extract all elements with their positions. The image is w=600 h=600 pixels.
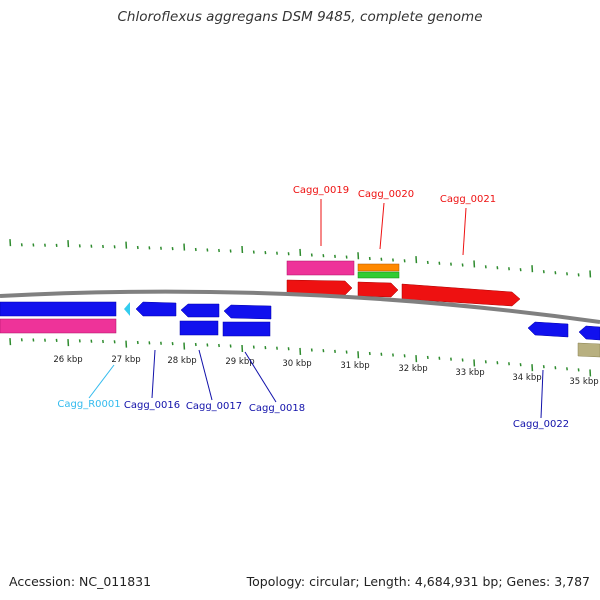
kbp-label: 30 kbp — [282, 359, 311, 369]
gene-label-cagg_0018[interactable]: Cagg_0018 — [249, 403, 305, 414]
accession-text: Accession: NC_011831 — [9, 574, 152, 589]
gene-leader-line — [151, 349, 156, 399]
cds-reverse-bar[interactable] — [222, 321, 271, 337]
cds-reverse-arrow[interactable] — [578, 325, 600, 341]
misc-feature[interactable] — [357, 271, 400, 279]
gene-leader-line — [462, 207, 467, 256]
gene-leader-line — [198, 349, 213, 401]
gene-label-cagg_0020[interactable]: Cagg_0020 — [358, 189, 414, 200]
gene-label-cagg_0021[interactable]: Cagg_0021 — [440, 194, 496, 205]
forward-features — [286, 260, 521, 307]
kbp-label: 35 kbp — [569, 377, 598, 387]
trna-reverse-arrow[interactable] — [124, 302, 130, 316]
kbp-label: 27 kbp — [111, 355, 140, 365]
cds-forward-arrow[interactable] — [401, 283, 521, 307]
rrna-feature[interactable] — [286, 260, 355, 276]
cds-reverse-arrow[interactable] — [223, 304, 272, 320]
topology-text: Topology: circular; Length: 4,684,931 bp… — [246, 574, 590, 589]
cds-forward-arrow[interactable] — [357, 281, 399, 298]
gene-leader-line — [244, 351, 277, 403]
outer-tick-marks — [9, 239, 592, 278]
gene-label-cagg_0022[interactable]: Cagg_0022 — [513, 419, 569, 430]
gene-labels: Cagg_0019 Cagg_0020 Cagg_0021 Cagg_R0001 Cag… — [57, 185, 569, 430]
kbp-label: 29 kbp — [225, 357, 254, 367]
kbp-label: 33 kbp — [455, 368, 484, 378]
cds-reverse-bar[interactable] — [179, 320, 219, 336]
rrna-reverse-feature[interactable] — [0, 318, 117, 334]
gene-leader-line — [379, 202, 385, 250]
kbp-label: 31 kbp — [340, 361, 369, 371]
genome-map: 26 kbp 27 kbp 28 kbp 29 kbp 30 kbp 31 kbp 32 k… — [0, 185, 600, 430]
map-title: Chloroflexus aggregans DSM 9485, complet… — [117, 9, 483, 25]
reverse-features — [0, 301, 600, 358]
cds-reverse-arrow[interactable] — [135, 301, 177, 317]
gene-label-cagg_0017[interactable]: Cagg_0017 — [186, 401, 242, 412]
gene-label-cagg_0016[interactable]: Cagg_0016 — [124, 400, 180, 411]
cds-reverse-bar[interactable] — [0, 301, 117, 317]
other-reverse-feature[interactable] — [577, 342, 600, 358]
gene-label-cagg_0019[interactable]: Cagg_0019 — [293, 185, 349, 196]
kbp-label: 28 kbp — [167, 356, 196, 366]
kbp-scale-labels: 26 kbp 27 kbp 28 kbp 29 kbp 30 kbp 31 kbp 32 k… — [53, 355, 598, 387]
genome-backbone — [0, 289, 600, 324]
inner-tick-marks — [9, 338, 592, 377]
cds-forward-arrow[interactable] — [286, 279, 353, 296]
gene-label-cagg_r0001[interactable]: Cagg_R0001 — [57, 399, 120, 410]
cds-reverse-arrow[interactable] — [527, 321, 569, 338]
kbp-label: 26 kbp — [53, 355, 82, 365]
gene-leader-line — [540, 369, 544, 419]
trna-feature[interactable] — [357, 263, 400, 272]
kbp-label: 32 kbp — [398, 364, 427, 374]
cds-reverse-arrow[interactable] — [180, 303, 220, 318]
kbp-label: 34 kbp — [512, 373, 541, 383]
gene-leader-line — [88, 364, 115, 399]
